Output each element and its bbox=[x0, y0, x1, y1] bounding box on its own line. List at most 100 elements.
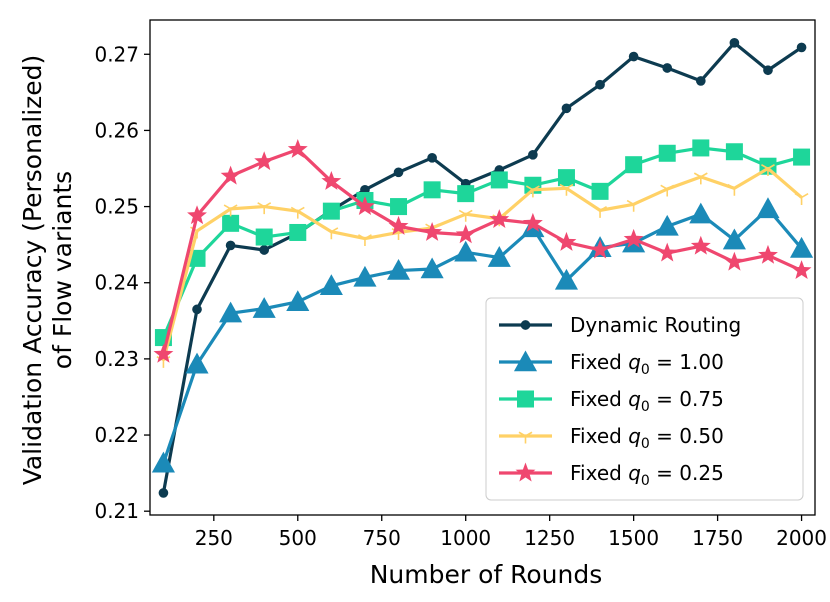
legend-entry-2: Fixed q0 = 0.75 bbox=[499, 387, 724, 415]
data-point-0-3 bbox=[259, 245, 270, 255]
legend-marker-3 bbox=[518, 431, 533, 444]
legend-entry-1: Fixed q0 = 1.00 bbox=[499, 350, 724, 378]
data-point-4-8 bbox=[422, 222, 443, 241]
data-point-1-7 bbox=[386, 258, 411, 280]
data-point-4-14 bbox=[623, 228, 644, 248]
data-point-0-0 bbox=[158, 488, 169, 498]
data-point-4-16 bbox=[690, 235, 711, 255]
data-point-3-15 bbox=[660, 184, 675, 197]
data-point-3-9 bbox=[458, 209, 473, 222]
data-point-0-8 bbox=[427, 152, 437, 163]
data-point-2-13 bbox=[591, 182, 609, 200]
data-point-0-14 bbox=[628, 51, 639, 62]
data-point-4-15 bbox=[657, 242, 678, 262]
data-point-4-1 bbox=[187, 205, 207, 225]
axes: 250 500 750 1000 1250 1500 1750 2000 0.21 0.22 0.2… bbox=[94, 19, 827, 550]
data-point-4-19 bbox=[791, 260, 812, 279]
x-tick-label-7: 2000 bbox=[776, 526, 827, 550]
legend-marker-1 bbox=[513, 350, 538, 372]
legend-symbol-q: q bbox=[628, 350, 641, 374]
data-point-2-4 bbox=[289, 223, 307, 241]
data-point-1-15 bbox=[655, 214, 679, 236]
data-point-4-9 bbox=[455, 224, 476, 244]
data-point-1-17 bbox=[722, 228, 746, 250]
x-tick-label-4: 1250 bbox=[524, 526, 575, 550]
x-tick-label-0: 250 bbox=[195, 526, 233, 550]
data-point-2-15 bbox=[658, 144, 676, 162]
data-point-0-19 bbox=[796, 42, 807, 53]
data-point-3-17 bbox=[727, 183, 742, 196]
legend-symbol-q: q bbox=[628, 461, 641, 485]
data-point-3-4 bbox=[290, 206, 305, 219]
legend-label-2: Fixed q0 = 0.75 bbox=[570, 387, 724, 415]
data-point-3-13 bbox=[593, 205, 607, 218]
x-tick-label-5: 1500 bbox=[608, 526, 659, 550]
data-point-4-13 bbox=[590, 239, 610, 259]
legend-symbol-q: q bbox=[628, 424, 641, 448]
data-point-2-5 bbox=[322, 202, 340, 220]
data-point-0-18 bbox=[763, 65, 773, 76]
data-point-4-10 bbox=[489, 209, 510, 228]
data-point-3-3 bbox=[257, 202, 272, 215]
data-point-3-18 bbox=[761, 164, 775, 176]
data-point-2-16 bbox=[692, 139, 710, 157]
data-point-0-11 bbox=[528, 149, 538, 160]
data-point-3-2 bbox=[223, 204, 238, 217]
data-point-3-12 bbox=[559, 183, 574, 196]
data-point-0-15 bbox=[662, 63, 673, 73]
data-point-2-8 bbox=[423, 181, 441, 199]
data-point-0-16 bbox=[695, 76, 706, 86]
data-point-1-8 bbox=[420, 257, 444, 279]
data-point-2-12 bbox=[557, 169, 575, 187]
series-line-3 bbox=[161, 166, 803, 361]
series-2 bbox=[154, 139, 811, 347]
data-point-1-10 bbox=[487, 246, 511, 267]
data-point-2-3 bbox=[255, 228, 273, 246]
data-point-1-2 bbox=[219, 301, 243, 323]
x-tick-label-3: 1000 bbox=[440, 526, 491, 550]
y-axis-label-line-1: Validation Accuracy (Personalized) bbox=[18, 55, 47, 486]
legend-entry-0: Dynamic Routing bbox=[499, 313, 741, 337]
data-point-1-0 bbox=[151, 451, 175, 473]
data-point-3-19 bbox=[794, 192, 809, 205]
data-point-1-18 bbox=[756, 197, 780, 219]
data-point-2-19 bbox=[793, 148, 811, 166]
legend-box bbox=[485, 297, 804, 501]
x-tick-label-2: 750 bbox=[363, 526, 401, 550]
data-point-3-11 bbox=[525, 185, 540, 198]
data-point-1-4 bbox=[286, 290, 310, 312]
data-point-0-12 bbox=[561, 103, 572, 114]
data-point-4-11 bbox=[522, 212, 543, 232]
data-point-0-1 bbox=[192, 304, 202, 315]
legend-symbol-q: q bbox=[628, 387, 641, 411]
data-point-1-1 bbox=[185, 352, 209, 374]
data-point-4-17 bbox=[724, 251, 745, 271]
data-point-2-14 bbox=[625, 156, 643, 174]
data-point-1-12 bbox=[554, 268, 579, 290]
data-point-2-2 bbox=[222, 214, 240, 232]
data-point-4-0 bbox=[153, 343, 174, 363]
data-point-1-6 bbox=[353, 265, 377, 287]
x-tick-label-1: 500 bbox=[279, 526, 317, 550]
legend-label-0: Dynamic Routing bbox=[570, 313, 741, 337]
legend-subscript: 0 bbox=[641, 362, 650, 378]
legend-marker-0 bbox=[520, 320, 531, 330]
legend-marker-2 bbox=[517, 390, 534, 408]
data-point-2-1 bbox=[188, 249, 206, 267]
legend-label-3: Fixed q0 = 0.50 bbox=[570, 424, 724, 452]
data-point-4-4 bbox=[287, 139, 308, 158]
x-tick-label-6: 1750 bbox=[692, 526, 743, 550]
legend-label-1: Fixed q0 = 1.00 bbox=[570, 350, 724, 378]
y-axis-label-line-2: of Flow variants bbox=[48, 171, 77, 369]
y-tick-label-1: 0.22 bbox=[94, 423, 139, 447]
data-point-0-17 bbox=[729, 38, 740, 48]
series-4 bbox=[153, 139, 812, 363]
x-axis-label: Number of Rounds bbox=[370, 560, 603, 589]
data-point-0-2 bbox=[225, 240, 236, 251]
data-point-3-16 bbox=[693, 172, 708, 185]
data-point-4-12 bbox=[556, 231, 577, 251]
plot-frame bbox=[149, 19, 816, 516]
legend-subscript: 0 bbox=[641, 473, 650, 489]
y-tick-label-2: 0.23 bbox=[94, 347, 139, 371]
